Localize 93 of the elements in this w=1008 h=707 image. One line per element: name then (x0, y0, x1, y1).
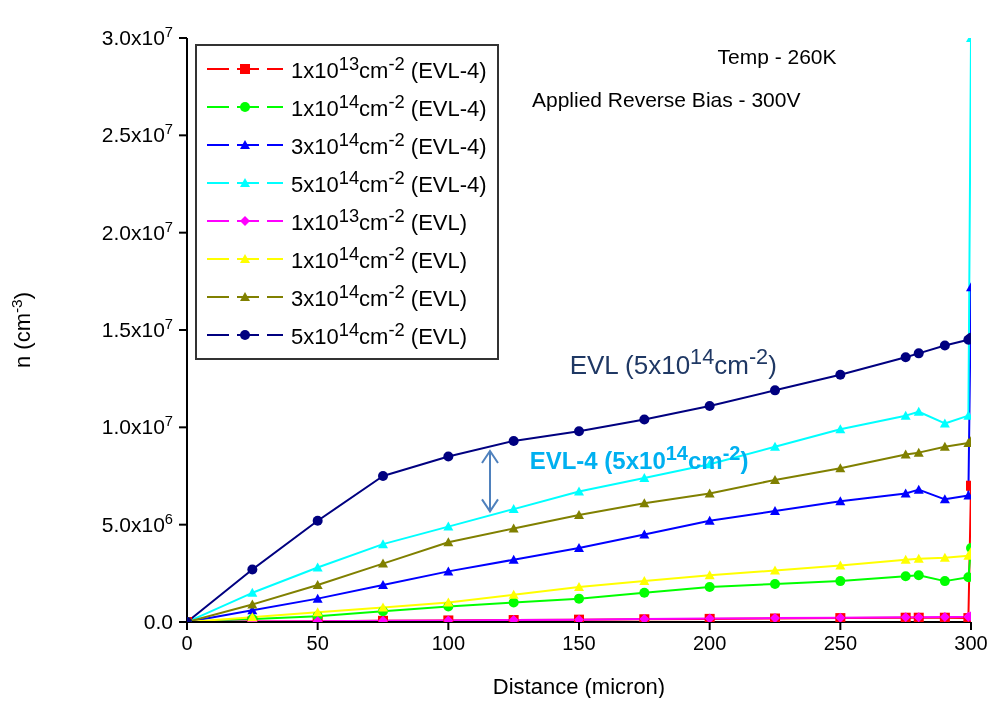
point (574, 543, 584, 553)
point (900, 571, 911, 582)
y-tick-label: 2.5x10$^{7}$ (101, 121, 173, 147)
point (639, 529, 650, 539)
point (574, 581, 584, 591)
point (770, 385, 780, 396)
point (913, 484, 924, 494)
x-tick-label: 300 (954, 632, 988, 654)
point (770, 506, 780, 516)
point (835, 496, 846, 506)
point (913, 348, 924, 359)
point (443, 566, 454, 576)
point (835, 424, 846, 434)
point (639, 498, 650, 508)
point (770, 579, 780, 590)
point (835, 369, 846, 380)
point (378, 558, 388, 568)
legend-label: 1x10$^{13}$cm$^{-2}$ (EVL-4) (291, 53, 487, 85)
point (835, 560, 846, 570)
x-tick-label: 50 (306, 632, 329, 654)
legend-label: 3x10$^{14}$cm$^{-2}$ (EVL-4) (291, 129, 487, 161)
point (704, 488, 715, 498)
annotation: Applied Reverse Bias - 300V (531, 88, 801, 113)
point (508, 589, 519, 599)
x-tick-label: 250 (823, 632, 858, 654)
x-tick-label: 150 (562, 632, 596, 654)
point (835, 463, 846, 473)
point (312, 580, 323, 590)
point (508, 435, 519, 446)
point (704, 570, 715, 580)
x-axis-title: Distance (micron) (492, 674, 666, 699)
y-tick-label: 1.5x10$^{7}$ (101, 316, 173, 341)
point (312, 515, 323, 526)
point (247, 564, 258, 575)
legend-label: 1x10$^{14}$cm$^{-2}$ (EVL) (291, 243, 468, 275)
point (312, 607, 323, 617)
point (939, 441, 950, 451)
point (378, 580, 388, 590)
point (312, 593, 323, 603)
point (939, 552, 950, 562)
point (574, 426, 584, 437)
point (508, 554, 519, 564)
y-tick-label: 5.0x10$^{6}$ (101, 510, 173, 536)
point (900, 488, 911, 498)
point (704, 400, 715, 411)
annotation: Temp - 260K (717, 45, 837, 70)
x-tick-label: 200 (692, 632, 727, 654)
point (574, 486, 584, 496)
point (913, 406, 924, 416)
point (704, 581, 715, 592)
legend-label: 1x10$^{13}$cm$^{-2}$ (EVL) (291, 205, 468, 237)
y-tick-label: 0.0 (143, 610, 173, 633)
legend-label: 3x10$^{14}$cm$^{-2}$ (EVL) (291, 281, 468, 313)
point (639, 587, 650, 598)
point (900, 449, 911, 459)
point (900, 410, 911, 420)
point (639, 414, 650, 425)
point (770, 441, 780, 451)
point (247, 587, 258, 597)
point (939, 418, 950, 428)
point (900, 352, 911, 363)
point (835, 576, 846, 587)
point (574, 509, 584, 519)
point (443, 521, 454, 531)
x-tick-label: 100 (431, 632, 466, 654)
point (508, 523, 519, 533)
point (770, 565, 780, 575)
point (378, 471, 388, 481)
point (939, 340, 950, 351)
annotation: EVL (5x10$^{14}$cm$^{-2}$) (569, 343, 777, 381)
point (704, 515, 715, 525)
point (939, 576, 950, 587)
y-tick-label: 2.0x10$^{7}$ (101, 218, 173, 244)
point (443, 597, 454, 607)
point (639, 576, 650, 586)
y-tick-label: 1.0x10$^{7}$ (101, 413, 173, 439)
y-tick-label: 3.0x10$^{7}$ (101, 24, 173, 49)
point (913, 447, 924, 457)
point (443, 537, 454, 547)
x-tick-label: 0 (181, 632, 193, 654)
legend-label: 1x10$^{14}$cm$^{-2}$ (EVL-4) (291, 91, 487, 123)
point (939, 494, 950, 504)
point (378, 602, 388, 612)
point (378, 539, 388, 549)
point (900, 554, 911, 564)
legend-label: 5x10$^{14}$cm$^{-2}$ (EVL-4) (291, 167, 487, 199)
point (443, 451, 454, 462)
point (574, 593, 584, 604)
legend-label: 5x10$^{14}$cm$^{-2}$ (EVL) (291, 319, 468, 351)
point (913, 553, 924, 563)
point (508, 504, 519, 514)
point (913, 570, 924, 581)
point (770, 474, 780, 484)
